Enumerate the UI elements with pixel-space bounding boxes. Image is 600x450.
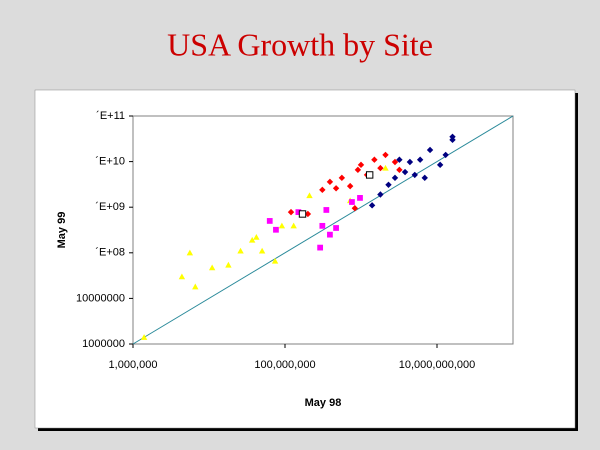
point <box>271 257 279 264</box>
point <box>306 192 313 199</box>
point <box>401 168 409 176</box>
point <box>208 264 216 271</box>
point <box>377 164 384 172</box>
point <box>225 261 232 268</box>
point <box>319 186 326 194</box>
point <box>237 247 244 254</box>
point <box>248 236 256 243</box>
point <box>421 174 428 182</box>
point <box>319 222 326 229</box>
y-tick-label: 1000000 <box>82 338 125 350</box>
y-tick-label: ´E+11 <box>96 110 125 122</box>
x-tick-label: 10,000,000,000 <box>399 359 475 371</box>
point <box>354 166 362 174</box>
point <box>178 273 186 280</box>
point <box>332 185 340 192</box>
point <box>396 156 403 163</box>
x-tick-label: 1,000,000 <box>109 359 158 371</box>
point <box>416 156 424 163</box>
point <box>391 174 399 182</box>
point <box>357 161 365 169</box>
point <box>426 146 434 154</box>
point <box>371 156 378 163</box>
y-tick-label: ´E+10 <box>95 156 125 168</box>
point <box>357 195 363 201</box>
chart-title: USA Growth by Site <box>167 26 433 62</box>
point <box>377 191 384 198</box>
point <box>338 174 346 182</box>
point <box>192 283 199 290</box>
x-tick-label: 100,000,000 <box>254 359 315 371</box>
y-tick-label: 10000000 <box>76 292 125 304</box>
y-tick-label: ´E+08 <box>95 247 125 259</box>
point <box>327 231 333 238</box>
point <box>411 171 418 179</box>
point <box>406 158 414 166</box>
y-tick-label: ´E+09 <box>95 201 125 213</box>
point <box>436 161 444 169</box>
point <box>323 207 330 213</box>
point <box>287 208 295 216</box>
point <box>317 244 324 251</box>
point <box>346 182 354 190</box>
point <box>266 218 273 224</box>
point <box>278 222 286 229</box>
point <box>273 226 279 233</box>
x-axis-title: May 98 <box>305 397 342 409</box>
point <box>382 151 389 159</box>
point <box>382 164 389 171</box>
point <box>253 233 260 240</box>
point <box>258 247 266 254</box>
point <box>449 133 456 140</box>
point <box>140 334 148 340</box>
point <box>368 202 376 209</box>
point <box>442 151 449 159</box>
point <box>391 158 399 166</box>
point <box>186 249 194 256</box>
point <box>349 199 355 205</box>
point <box>333 225 339 231</box>
point <box>290 222 297 229</box>
point <box>295 209 302 216</box>
point <box>304 210 312 218</box>
reference-line <box>132 115 514 345</box>
point <box>385 181 392 188</box>
point <box>298 210 307 218</box>
point <box>326 178 334 186</box>
point <box>351 205 359 212</box>
point <box>396 166 403 174</box>
point <box>365 171 374 179</box>
y-axis-title: May 99 <box>56 212 68 249</box>
